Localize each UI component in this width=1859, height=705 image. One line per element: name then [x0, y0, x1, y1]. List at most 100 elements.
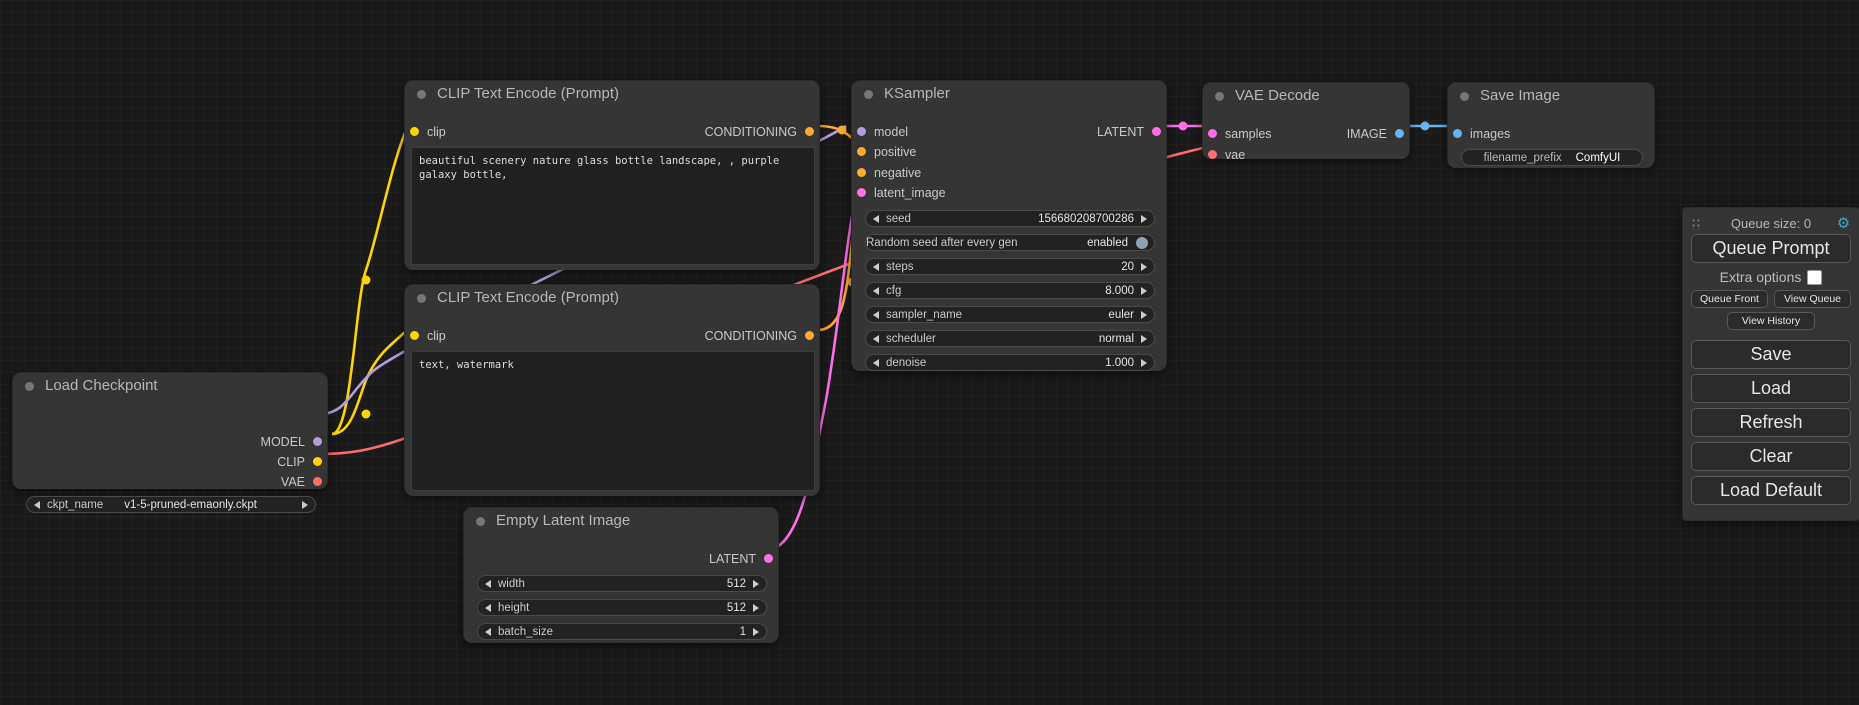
collapse-dot-icon[interactable] — [476, 517, 485, 526]
collapse-dot-icon[interactable] — [417, 294, 426, 303]
increment-arrow-icon[interactable] — [753, 627, 759, 636]
decrement-arrow-icon[interactable] — [485, 603, 491, 612]
collapse-dot-icon[interactable] — [1460, 92, 1469, 101]
increment-arrow-icon[interactable] — [1141, 214, 1147, 223]
widget-value: 512 — [726, 577, 746, 590]
widget-width[interactable]: width 512 — [477, 575, 767, 592]
toggle-knob-icon[interactable] — [1136, 236, 1148, 249]
decrement-arrow-icon[interactable] — [873, 310, 879, 319]
increment-arrow-icon[interactable] — [1141, 334, 1147, 343]
widget-random-seed-toggle[interactable]: Random seed after every gen enabled — [865, 234, 1155, 251]
widget-label: seed — [886, 212, 911, 225]
gear-icon[interactable]: ⚙ — [1836, 215, 1851, 232]
port-image-output[interactable] — [1395, 129, 1404, 138]
increment-arrow-icon[interactable] — [753, 603, 759, 612]
port-conditioning-output[interactable] — [805, 331, 814, 340]
widget-ckpt-name[interactable]: ckpt_name v1-5-pruned-emaonly.ckpt — [26, 496, 316, 513]
node-title-bar[interactable]: CLIP Text Encode (Prompt) — [405, 285, 819, 311]
collapse-dot-icon[interactable] — [1215, 92, 1224, 101]
widget-value: v1-5-pruned-emaonly.ckpt — [124, 498, 257, 511]
node-title-bar[interactable]: Empty Latent Image — [464, 508, 778, 534]
port-latent-output[interactable] — [764, 554, 773, 563]
refresh-button[interactable]: Refresh — [1691, 408, 1851, 437]
port-conditioning-output[interactable] — [805, 127, 814, 136]
increment-arrow-icon[interactable] — [302, 500, 308, 509]
slot-label-conditioning: CONDITIONING — [704, 329, 797, 343]
port-clip-input[interactable] — [410, 127, 419, 136]
increment-arrow-icon[interactable] — [1141, 310, 1147, 319]
slot-label-clip: clip — [427, 125, 446, 139]
node-title-text: Empty Latent Image — [496, 512, 631, 529]
decrement-arrow-icon[interactable] — [873, 334, 879, 343]
port-vae-input[interactable] — [1208, 150, 1217, 159]
port-model-input[interactable] — [857, 127, 866, 136]
widget-scheduler[interactable]: scheduler normal — [865, 330, 1155, 347]
increment-arrow-icon[interactable] — [1141, 262, 1147, 271]
extra-options-checkbox[interactable] — [1807, 269, 1823, 285]
decrement-arrow-icon[interactable] — [34, 500, 40, 509]
widget-value: 20 — [1121, 260, 1134, 273]
node-clip-text-encode-positive[interactable]: CLIP Text Encode (Prompt) clip CONDITION… — [404, 80, 820, 270]
save-button[interactable]: Save — [1691, 340, 1851, 369]
decrement-arrow-icon[interactable] — [873, 214, 879, 223]
increment-arrow-icon[interactable] — [753, 579, 759, 588]
port-vae-output[interactable] — [313, 477, 322, 486]
node-title-text: Save Image — [1480, 87, 1561, 104]
node-title-bar[interactable]: KSampler — [852, 81, 1166, 107]
port-clip-output[interactable] — [313, 457, 322, 466]
extra-options-row[interactable]: Extra options — [1691, 269, 1851, 285]
widget-value: ComfyUI — [1575, 151, 1621, 164]
decrement-arrow-icon[interactable] — [873, 286, 879, 295]
prompt-textarea-negative[interactable]: text, watermark — [411, 351, 815, 491]
node-title-bar[interactable]: Load Checkpoint — [13, 373, 327, 399]
increment-arrow-icon[interactable] — [1141, 358, 1147, 367]
port-images-input[interactable] — [1453, 129, 1462, 138]
node-ksampler[interactable]: KSampler model positive negative latent_… — [851, 80, 1167, 371]
collapse-dot-icon[interactable] — [417, 90, 426, 99]
drag-handle-icon[interactable] — [1691, 218, 1701, 230]
node-load-checkpoint[interactable]: Load Checkpoint MODEL CLIP VAE ckpt_name… — [12, 372, 328, 513]
node-vae-decode[interactable]: VAE Decode samples vae IMAGE — [1202, 82, 1410, 162]
widget-label: denoise — [886, 356, 927, 369]
port-latent-image-input[interactable] — [857, 188, 866, 197]
widget-filename-prefix[interactable]: filename_prefix ComfyUI — [1461, 149, 1643, 166]
decrement-arrow-icon[interactable] — [873, 358, 879, 367]
load-default-button[interactable]: Load Default — [1691, 476, 1851, 505]
decrement-arrow-icon[interactable] — [485, 627, 491, 636]
increment-arrow-icon[interactable] — [1141, 286, 1147, 295]
decrement-arrow-icon[interactable] — [873, 262, 879, 271]
port-positive-input[interactable] — [857, 147, 866, 156]
node-title-bar[interactable]: VAE Decode — [1203, 83, 1409, 109]
port-negative-input[interactable] — [857, 168, 866, 177]
widget-cfg[interactable]: cfg 8.000 — [865, 282, 1155, 299]
queue-menu-panel[interactable]: Queue size: 0 ⚙ Queue Prompt Extra optio… — [1682, 207, 1859, 521]
port-clip-input[interactable] — [410, 331, 419, 340]
port-latent-output[interactable] — [1152, 127, 1161, 136]
clear-button[interactable]: Clear — [1691, 442, 1851, 471]
widget-label: batch_size — [498, 625, 553, 638]
port-samples-input[interactable] — [1208, 129, 1217, 138]
widget-denoise[interactable]: denoise 1.000 — [865, 354, 1155, 371]
widget-batch-size[interactable]: batch_size 1 — [477, 623, 767, 640]
collapse-dot-icon[interactable] — [864, 90, 873, 99]
widget-steps[interactable]: steps 20 — [865, 258, 1155, 275]
widget-height[interactable]: height 512 — [477, 599, 767, 616]
view-queue-button[interactable]: View Queue — [1774, 290, 1851, 308]
port-model-output[interactable] — [313, 437, 322, 446]
node-title-bar[interactable]: Save Image — [1448, 83, 1654, 109]
widget-label: height — [498, 601, 530, 614]
view-history-button[interactable]: View History — [1727, 312, 1815, 330]
node-save-image[interactable]: Save Image images filename_prefix ComfyU… — [1447, 82, 1655, 168]
decrement-arrow-icon[interactable] — [485, 579, 491, 588]
node-empty-latent-image[interactable]: Empty Latent Image LATENT width 512 heig… — [463, 507, 779, 643]
collapse-dot-icon[interactable] — [25, 382, 34, 391]
load-button[interactable]: Load — [1691, 374, 1851, 403]
node-clip-text-encode-negative[interactable]: CLIP Text Encode (Prompt) clip CONDITION… — [404, 284, 820, 496]
queue-front-button[interactable]: Queue Front — [1691, 290, 1768, 308]
node-title-bar[interactable]: CLIP Text Encode (Prompt) — [405, 81, 819, 107]
extra-options-label: Extra options — [1719, 269, 1802, 285]
widget-seed[interactable]: seed 156680208700286 — [865, 210, 1155, 227]
prompt-textarea-positive[interactable]: beautiful scenery nature glass bottle la… — [411, 147, 815, 265]
queue-prompt-button[interactable]: Queue Prompt — [1691, 234, 1851, 263]
widget-sampler-name[interactable]: sampler_name euler — [865, 306, 1155, 323]
